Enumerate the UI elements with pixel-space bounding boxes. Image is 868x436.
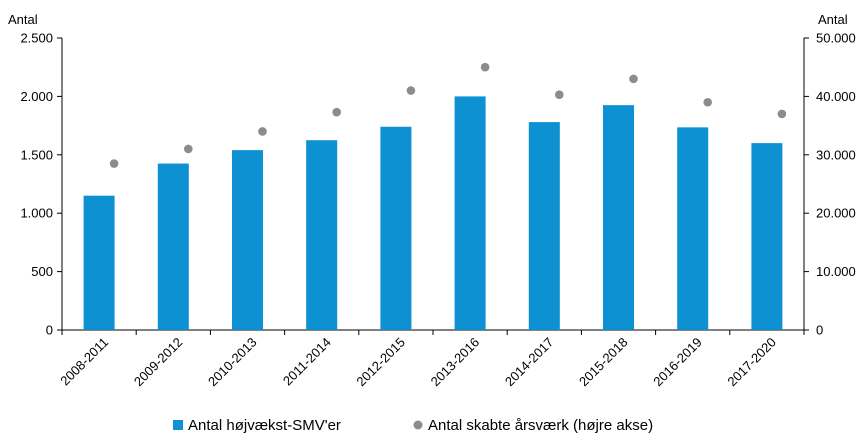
bar: [380, 126, 412, 330]
scatter-point: [332, 107, 342, 117]
x-tick-labels: 2008-2011 2009-2012 2010-2013 2011-2014 2012…: [57, 330, 805, 390]
right-tick-label: 10.000: [816, 264, 856, 279]
left-tick-label: 500: [31, 264, 53, 279]
x-tick-label: 2008-2011: [57, 335, 111, 389]
bar: [454, 96, 486, 331]
bar: [83, 195, 115, 330]
bar: [232, 150, 263, 330]
scatter-point: [258, 127, 267, 136]
x-tick-label: 2009-2012: [131, 335, 186, 390]
bars-series: [83, 96, 783, 331]
x-tick-label: 2012-2015: [353, 335, 408, 390]
left-tick-label: 0: [46, 323, 53, 338]
bar: [751, 143, 783, 330]
bar: [306, 140, 338, 330]
scatter-point: [109, 159, 119, 168]
right-tick-label: 50.000: [816, 31, 856, 46]
x-tick-label: 2010-2013: [205, 335, 260, 390]
x-tick-label: 2013-2016: [428, 335, 483, 390]
bar: [157, 163, 189, 330]
scatter-point: [777, 109, 787, 119]
x-tick-label: 2014-2017: [502, 335, 557, 390]
right-tick-label: 0: [816, 323, 823, 338]
bar: [528, 122, 560, 330]
scatter-point: [184, 144, 193, 154]
left-tick-label: 1.000: [20, 206, 53, 221]
x-tick-label: 2017-2020: [724, 335, 779, 390]
left-ticks: 0 500 1.000 1.500 2.000 2.500: [20, 31, 62, 338]
legend-dot-label: Antal skabte årsværk (højre akse): [428, 417, 653, 434]
right-tick-label: 40.000: [816, 89, 856, 104]
right-tick-label: 20.000: [816, 206, 856, 221]
right-tick-label: 30.000: [816, 147, 856, 162]
scatter-point: [555, 90, 564, 99]
legend-bar-swatch: [173, 420, 183, 430]
right-ticks: 0 10.000 20.000 30.000 40.000 50.000: [804, 31, 856, 338]
scatter-point: [480, 62, 490, 72]
legend-bar-label: Antal højvækst-SMV'er: [188, 417, 341, 434]
legend: Antal højvækst-SMV'er Antal skabte årsvæ…: [173, 417, 653, 434]
bar: [603, 105, 634, 330]
x-tick-label: 2015-2018: [576, 335, 631, 390]
scatter-point: [703, 97, 712, 107]
clipped-title: [0, 0, 868, 6]
dots-series: [109, 62, 787, 168]
x-tick-label: 2016-2019: [650, 335, 705, 390]
left-tick-label: 2.000: [20, 89, 53, 104]
right-axis-title: Antal: [818, 12, 848, 27]
bar: [677, 127, 709, 331]
left-axis-title: Antal: [8, 12, 38, 27]
scatter-point: [629, 74, 638, 84]
x-tick-label: 2011-2014: [280, 335, 334, 389]
legend-dot-swatch: [413, 420, 423, 430]
scatter-point: [406, 86, 416, 95]
left-tick-label: 2.500: [20, 31, 53, 46]
left-tick-label: 1.500: [20, 147, 53, 162]
